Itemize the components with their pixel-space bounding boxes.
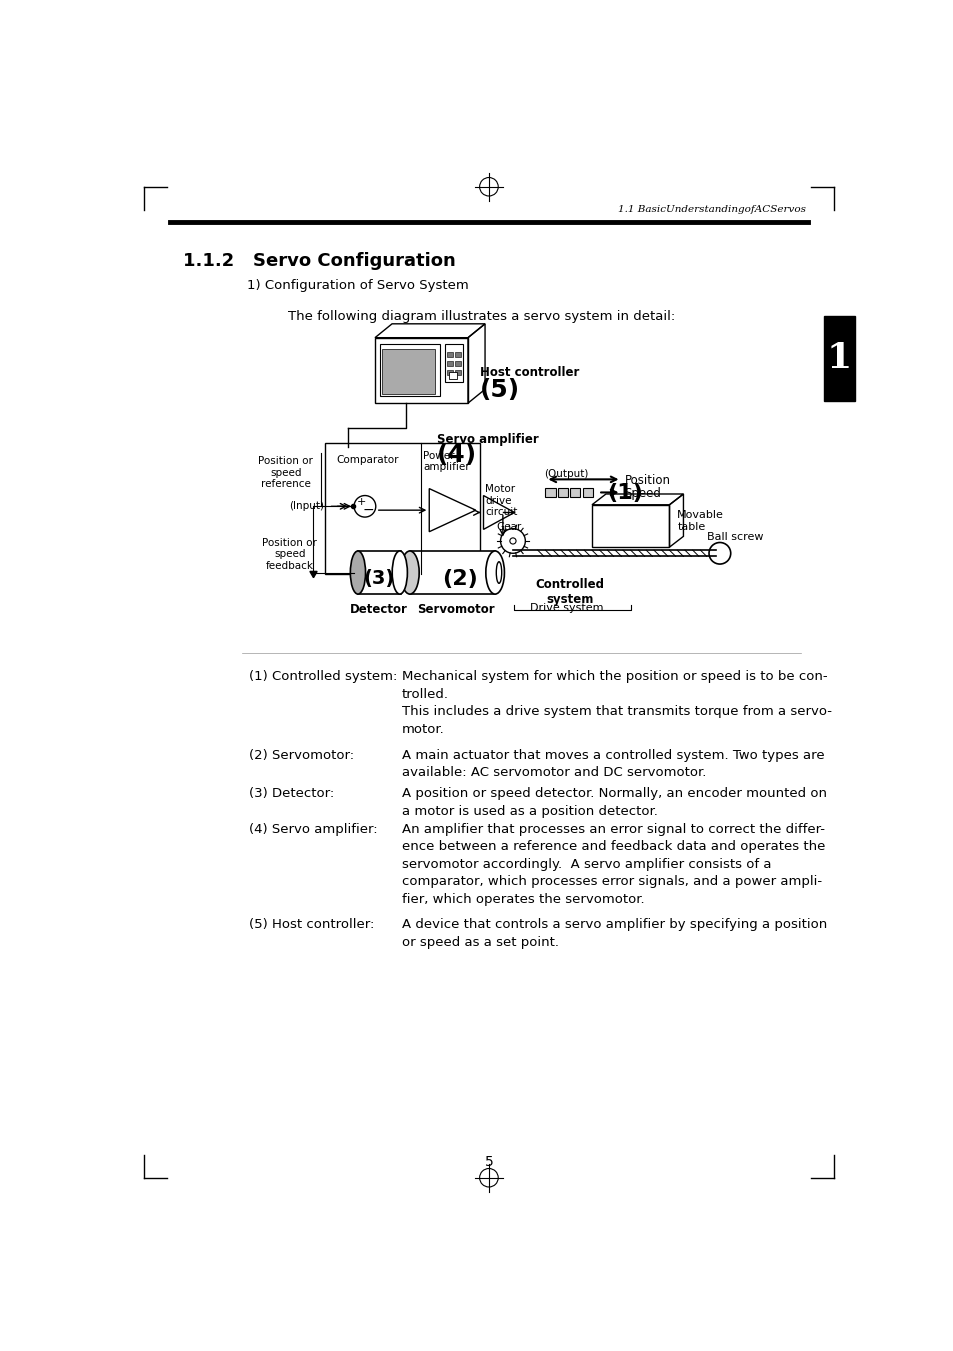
- Text: A main actuator that moves a controlled system. Two types are
available: AC serv: A main actuator that moves a controlled …: [402, 748, 824, 780]
- Text: Speed: Speed: [624, 488, 660, 500]
- Text: Ball screw: Ball screw: [706, 532, 762, 542]
- Text: 1.1 Basic​Understanding​of​AC​Servos: 1.1 Basic​Understanding​of​AC​Servos: [618, 205, 805, 215]
- Bar: [455, 370, 460, 376]
- Ellipse shape: [496, 562, 501, 584]
- Bar: [570, 488, 579, 497]
- Text: A device that controls a servo amplifier by specifying a position
or speed as a : A device that controls a servo amplifier…: [402, 919, 826, 948]
- Text: Detector: Detector: [350, 603, 407, 616]
- Bar: [545, 488, 555, 497]
- Bar: [379, 345, 439, 396]
- Text: Comparator: Comparator: [335, 455, 398, 465]
- Bar: [449, 372, 456, 380]
- Text: (2) Servomotor:: (2) Servomotor:: [249, 748, 355, 762]
- Text: Servomotor: Servomotor: [417, 603, 495, 616]
- Bar: [444, 345, 463, 382]
- Bar: [822, 316, 854, 401]
- Text: −: −: [362, 503, 374, 517]
- Text: 1.1.2   Servo Configuration: 1.1.2 Servo Configuration: [183, 253, 456, 270]
- Text: +: +: [356, 497, 366, 508]
- Bar: [381, 349, 435, 394]
- Text: Position: Position: [624, 474, 670, 488]
- Bar: [455, 351, 460, 357]
- Ellipse shape: [350, 551, 365, 594]
- Bar: [357, 551, 400, 594]
- Text: 5: 5: [484, 1155, 493, 1169]
- Circle shape: [509, 538, 516, 544]
- Text: (1): (1): [607, 484, 642, 503]
- Bar: [447, 361, 453, 366]
- Ellipse shape: [485, 551, 504, 594]
- Text: (1) Controlled system:: (1) Controlled system:: [249, 670, 397, 684]
- Text: (4) Servo amplifier:: (4) Servo amplifier:: [249, 823, 377, 836]
- Text: Controlled
system: Controlled system: [536, 578, 604, 605]
- Bar: [558, 488, 567, 497]
- Text: Power
amplifier: Power amplifier: [422, 451, 469, 473]
- Text: (5): (5): [479, 378, 519, 401]
- Text: Position or
speed
reference: Position or speed reference: [258, 457, 313, 489]
- Text: (5) Host controller:: (5) Host controller:: [249, 919, 375, 931]
- Text: The following diagram illustrates a servo system in detail:: The following diagram illustrates a serv…: [288, 309, 675, 323]
- Text: Position or
speed
feedback: Position or speed feedback: [262, 538, 316, 571]
- Text: Servo amplifier: Servo amplifier: [436, 434, 538, 446]
- Text: (4): (4): [436, 443, 476, 467]
- Text: Drive system: Drive system: [530, 603, 603, 612]
- Text: Motor
drive
circuit: Motor drive circuit: [484, 484, 517, 517]
- Text: (Input): (Input): [290, 501, 324, 511]
- Ellipse shape: [392, 551, 407, 594]
- Text: A position or speed detector. Normally, an encoder mounted on
a motor is used as: A position or speed detector. Normally, …: [402, 788, 826, 817]
- Text: Mechanical system for which the position or speed is to be con-
trolled.
This in: Mechanical system for which the position…: [402, 670, 831, 736]
- Text: Host controller: Host controller: [479, 366, 578, 380]
- Bar: [410, 551, 495, 594]
- Bar: [447, 351, 453, 357]
- Text: (3) Detector:: (3) Detector:: [249, 788, 335, 800]
- Text: (Output): (Output): [543, 469, 588, 478]
- Text: 1: 1: [825, 342, 851, 376]
- Bar: [447, 370, 453, 376]
- Ellipse shape: [400, 551, 418, 594]
- Text: An amplifier that processes an error signal to correct the differ-
ence between : An amplifier that processes an error sig…: [402, 823, 824, 905]
- Text: (3): (3): [363, 569, 395, 588]
- Bar: [455, 361, 460, 366]
- Text: Gear: Gear: [496, 523, 521, 532]
- Text: 1) Configuration of Servo System: 1) Configuration of Servo System: [247, 280, 468, 292]
- Text: (2): (2): [442, 569, 477, 589]
- Bar: [582, 488, 592, 497]
- Text: Movable
table: Movable table: [677, 511, 723, 532]
